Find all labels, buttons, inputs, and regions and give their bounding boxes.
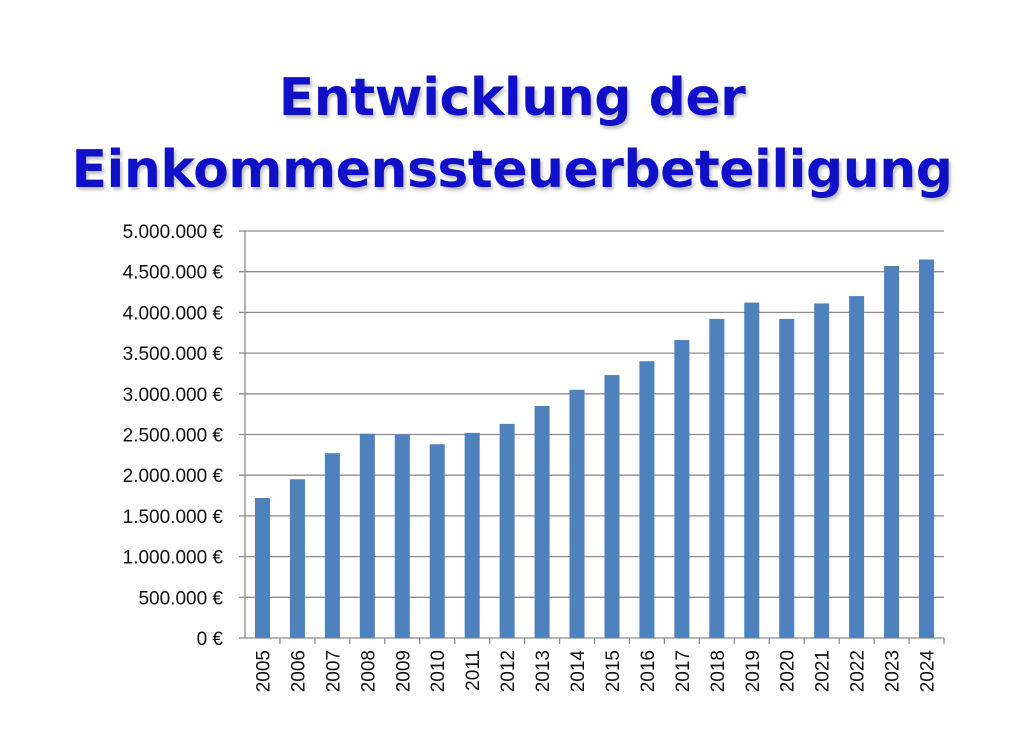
bar: [254, 497, 270, 638]
x-tick-label: 2017: [673, 650, 694, 692]
x-tick-label: 2015: [603, 650, 624, 692]
bar: [884, 266, 900, 638]
bar: [429, 444, 445, 638]
bar: [639, 361, 655, 638]
y-tick-label: 2.000.000 €: [123, 466, 224, 487]
y-tick-label: 2.500.000 €: [123, 426, 224, 447]
bar: [849, 296, 865, 638]
x-tick-label: 2008: [358, 650, 379, 692]
y-tick-label: 1.500.000 €: [123, 507, 224, 528]
bar: [744, 302, 760, 638]
bar: [499, 423, 515, 638]
bar: [534, 406, 550, 638]
bar: [359, 433, 375, 638]
bar: [289, 479, 305, 638]
x-tick-label: 2012: [498, 650, 519, 692]
bar: [919, 259, 935, 638]
x-tick-label: 2005: [253, 650, 274, 692]
chart-title: Entwicklung der Einkommenssteuerbeteilig…: [0, 62, 1024, 206]
y-tick-label: 5.000.000 €: [123, 222, 224, 243]
y-tick-label: 3.000.000 €: [123, 385, 224, 406]
x-tick-label: 2011: [463, 650, 484, 691]
bar: [324, 453, 340, 638]
x-tick-label: 2021: [813, 650, 834, 692]
y-tick-label: 3.500.000 €: [123, 344, 224, 365]
x-tick-label: 2020: [778, 650, 799, 692]
y-tick-label: 4.500.000 €: [123, 263, 224, 284]
x-tick-label: 2014: [568, 650, 589, 693]
x-tick-label: 2010: [428, 650, 449, 692]
x-tick-label: 2024: [918, 650, 939, 693]
bar: [604, 375, 620, 638]
bar: [814, 303, 830, 638]
x-tick-label: 2016: [638, 650, 659, 692]
x-tick-label: 2009: [393, 650, 414, 692]
x-tick-label: 2019: [743, 650, 764, 692]
bar: [709, 318, 725, 638]
y-tick-label: 0 €: [197, 629, 224, 650]
x-tick-label: 2007: [323, 650, 344, 692]
bar: [394, 434, 410, 638]
x-tick-label: 2006: [288, 650, 309, 692]
y-tick-label: 500.000 €: [138, 588, 223, 609]
y-tick-label: 1.000.000 €: [123, 548, 224, 569]
bar: [674, 340, 690, 638]
x-tick-label: 2013: [533, 650, 554, 692]
chart-title-line-2: Einkommenssteuerbeteiligung: [71, 140, 953, 200]
bar: [569, 389, 585, 638]
x-tick-label: 2022: [848, 650, 869, 692]
x-tick-label: 2023: [883, 650, 904, 692]
x-tick-label: 2018: [708, 650, 729, 692]
bar: [464, 432, 480, 638]
chart-title-line-1: Entwicklung der: [278, 68, 746, 128]
bar: [779, 318, 795, 638]
y-tick-label: 4.000.000 €: [123, 303, 224, 324]
